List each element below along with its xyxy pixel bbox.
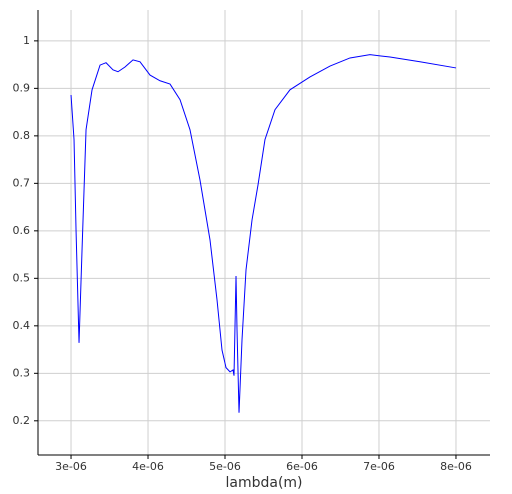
x-tick-label: 4e-06 [132, 460, 164, 473]
y-tick-label: 0.6 [13, 224, 31, 237]
x-tick-label: 6e-06 [286, 460, 318, 473]
data-line [70, 54, 457, 413]
y-tick-label: 0.8 [13, 129, 31, 142]
y-tick-label: 0.9 [13, 81, 31, 94]
y-tick-label: 0.7 [13, 176, 31, 189]
y-tick-label: 1 [23, 34, 30, 47]
x-tick-label: 7e-06 [363, 460, 395, 473]
y-tick-label: 0.3 [13, 366, 31, 379]
y-tick-label: 0.5 [13, 271, 31, 284]
x-tick-label: 8e-06 [440, 460, 472, 473]
x-tick-label: 5e-06 [209, 460, 241, 473]
x-tick-label: 3e-06 [55, 460, 87, 473]
y-tick-label: 0.4 [13, 319, 31, 332]
y-tick-label: 0.2 [13, 414, 31, 427]
x-axis-label: lambda(m) [225, 475, 302, 491]
